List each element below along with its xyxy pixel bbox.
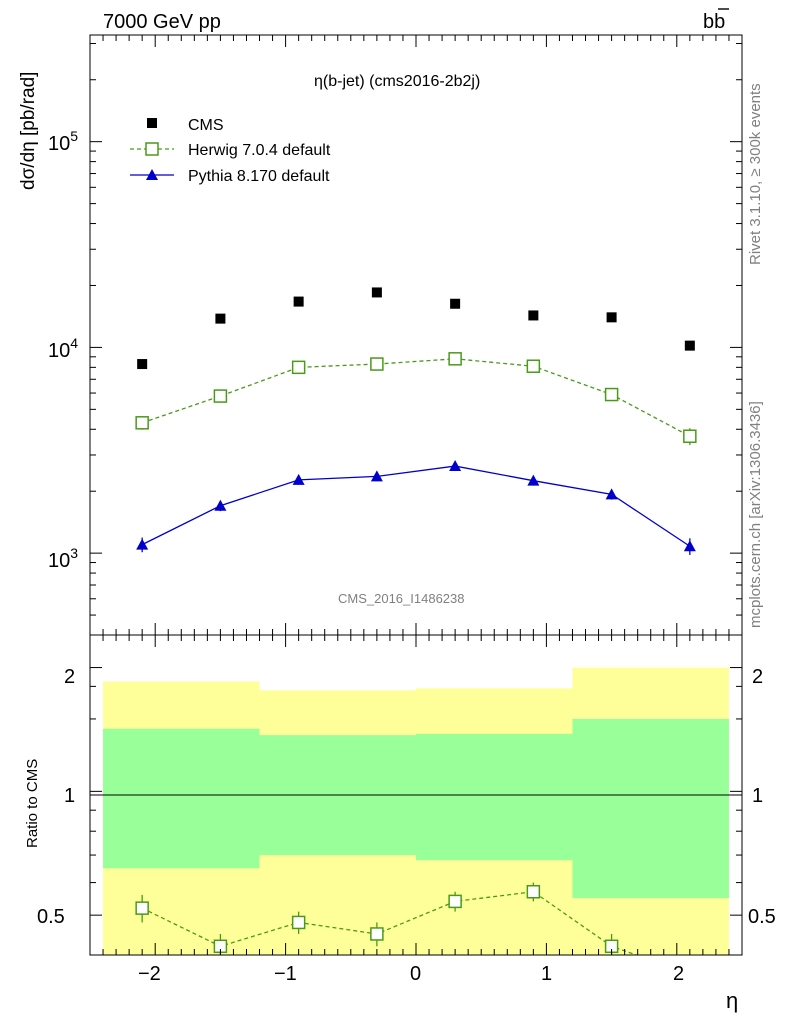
cms-data-point: [293, 296, 304, 307]
plot-title: η(b-jet) (cms2016-2b2j): [314, 73, 480, 90]
ratio-ytick-right-2: 2: [752, 666, 763, 688]
pythia-point: [292, 473, 305, 485]
pythia-point: [683, 540, 696, 552]
x-axis-label: η: [726, 988, 738, 1013]
ratio-inner-band: [103, 728, 260, 869]
ratio-inner-band: [572, 718, 729, 899]
ratio-herwig-point: [135, 901, 149, 915]
herwig-point: [604, 387, 619, 402]
ratio-herwig-point: [370, 927, 384, 941]
ratio-series-layer: [135, 882, 696, 980]
analysis-id-watermark: CMS_2016_I1486238: [338, 591, 465, 606]
pythia-point: [136, 538, 149, 550]
herwig-line: [141, 358, 691, 437]
ratio-herwig-point: [291, 915, 306, 930]
ratio-herwig-line: [141, 891, 639, 955]
ratio-ytick-right-0.5: 0.5: [748, 906, 776, 928]
cms-data-point: [371, 287, 382, 298]
ratio-herwig-point: [448, 894, 462, 909]
ratio-plot-ticks: [89, 635, 743, 956]
legend-label-pythia: Pythia 8.170 default: [188, 168, 330, 185]
ratio-ytick-left-0.5: 0.5: [37, 906, 65, 928]
pythia-point: [605, 488, 618, 500]
xtick-label-0: 0: [410, 963, 421, 985]
cms-data-point: [528, 310, 539, 321]
herwig-point: [370, 357, 384, 371]
ytick-label-1e5: 105: [48, 128, 78, 155]
mcplots-reference-label: mcplots.cern.ch [arXiv:1306.3436]: [747, 401, 764, 628]
main-plot: 103 104 105 dσ/dη [pb/rad] η(b-jet) (cms…: [18, 34, 743, 636]
legend-marker-pythia: [146, 169, 158, 180]
pythia-line: [141, 465, 691, 547]
ratio-herwig-point: [526, 884, 541, 899]
ytick-label-1e4: 104: [48, 335, 78, 362]
xtick-label-minus2: −2: [138, 963, 161, 985]
xtick-label-minus1: −1: [274, 963, 297, 985]
energy-label: 7000 GeV pp: [103, 11, 221, 33]
process-label: bb: [703, 11, 725, 33]
herwig-point: [448, 352, 462, 366]
legend-label-herwig: Herwig 7.0.4 default: [188, 142, 331, 159]
ratio-ytick-left-1: 1: [64, 785, 75, 807]
main-plot-ticks: [89, 35, 743, 636]
pythia-point: [370, 470, 383, 482]
legend-marker-herwig: [145, 142, 159, 156]
main-y-axis-label: dσ/dη [pb/rad]: [18, 72, 39, 190]
ratio-ytick-right-1: 1: [752, 785, 763, 807]
pythia-point: [449, 460, 462, 472]
ratio-ytick-left-2: 2: [64, 666, 75, 688]
ratio-inner-band: [416, 733, 573, 861]
ytick-label-1e3: 103: [48, 545, 78, 572]
ratio-y-axis-label: Ratio to CMS: [24, 759, 41, 848]
cms-data-point: [684, 340, 695, 351]
legend: CMS Herwig 7.0.4 default Pythia 8.170 de…: [130, 117, 331, 185]
ratio-herwig-point: [684, 968, 696, 980]
xtick-label-1: 1: [541, 963, 552, 985]
pythia-point: [214, 499, 227, 511]
cms-data-point: [450, 298, 461, 309]
cms-data-point: [606, 312, 617, 323]
herwig-point: [291, 360, 306, 375]
herwig-point: [683, 429, 697, 443]
main-series-layer: [135, 287, 697, 555]
cms-data-point: [137, 359, 148, 370]
ratio-plot: 0.5 1 2 0.5 1 2 Ratio to CMS −2 −1 0 1 2…: [24, 634, 776, 1013]
rivet-version-label: Rivet 3.1.10, ≥ 300k events: [747, 83, 764, 265]
legend-marker-cms: [147, 118, 157, 128]
herwig-point: [135, 416, 149, 430]
cms-data-point: [215, 313, 226, 324]
xtick-label-2: 2: [673, 963, 684, 985]
pythia-point: [527, 474, 540, 486]
herwig-point: [213, 389, 228, 403]
herwig-point: [526, 359, 541, 373]
legend-label-cms: CMS: [188, 117, 224, 134]
ratio-bands-layer: [103, 667, 729, 955]
